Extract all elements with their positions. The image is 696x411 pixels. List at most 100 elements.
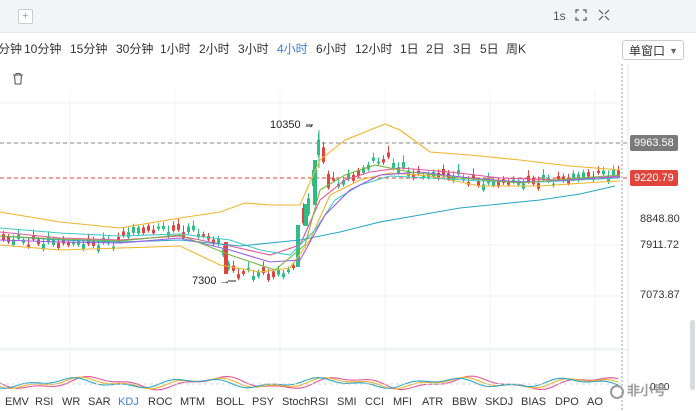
- candle-body: [402, 161, 405, 168]
- candle-body: [342, 180, 345, 185]
- candle-body: [247, 268, 250, 271]
- candle-body: [472, 174, 475, 179]
- candle-body: [232, 265, 235, 271]
- scrollbar[interactable]: [690, 320, 695, 390]
- indicator-tab[interactable]: KDJ: [118, 396, 139, 408]
- candle-body: [412, 173, 415, 179]
- indicator-tab[interactable]: SMI: [337, 396, 357, 408]
- indicator-tab[interactable]: EMV: [5, 396, 29, 408]
- candle-body: [282, 273, 285, 278]
- indicator-tab[interactable]: StochRSI: [282, 396, 329, 408]
- timeframe-tab[interactable]: 2日: [426, 42, 445, 56]
- indicator-tab[interactable]: AO: [587, 396, 603, 408]
- indicator-tab[interactable]: ATR: [422, 396, 444, 408]
- indicator-tab[interactable]: RSI: [35, 396, 54, 408]
- candle-body: [177, 224, 180, 230]
- indicator-tab[interactable]: SKDJ: [485, 396, 514, 408]
- timeframe-tab[interactable]: 30分钟: [116, 42, 154, 56]
- candle-body: [607, 177, 610, 183]
- candle-body: [182, 232, 185, 239]
- timeframe-tab[interactable]: 5日: [480, 42, 499, 56]
- candle-body: [372, 157, 375, 161]
- timeframe-tab[interactable]: 6小时: [316, 42, 347, 56]
- bollinger-upper: [0, 123, 621, 229]
- timeframe-tab[interactable]: 10分钟: [24, 42, 62, 56]
- bollinger-lower: [0, 172, 621, 273]
- expand-icon[interactable]: [598, 9, 610, 24]
- interval-label[interactable]: 1s: [553, 9, 566, 23]
- indicator-tab[interactable]: DPO: [555, 396, 579, 408]
- add-tab-icon[interactable]: +: [18, 9, 33, 24]
- candle-body: [72, 241, 75, 245]
- candle-body: [237, 274, 240, 279]
- candle-body: [322, 147, 325, 163]
- candle-body: [387, 152, 390, 158]
- indicator-tab[interactable]: SAR: [88, 396, 111, 408]
- candle-body: [267, 274, 270, 281]
- timeframe-tab[interactable]: 15分钟: [70, 42, 108, 56]
- indicator-tab[interactable]: MFI: [393, 396, 412, 408]
- timeframe-tab[interactable]: 12小时: [355, 42, 393, 56]
- candle-body: [497, 181, 500, 187]
- candle-body: [482, 184, 485, 191]
- chevron-down-icon: ▼: [669, 46, 678, 56]
- timeframe-tab[interactable]: 2小时: [199, 42, 230, 56]
- candle-body: [507, 182, 510, 185]
- candle-body: [12, 239, 15, 245]
- candle-body: [377, 161, 380, 164]
- candle-body: [272, 271, 275, 278]
- candle-body: [287, 269, 290, 273]
- timeframe-tab[interactable]: 4小时: [277, 42, 308, 56]
- indicator-tab[interactable]: WR: [62, 396, 81, 408]
- candle-body: [212, 239, 215, 245]
- candle-body: [137, 227, 140, 234]
- indicator-tab[interactable]: BOLL: [216, 396, 245, 408]
- candle-body: [327, 174, 330, 188]
- candle-body: [224, 242, 228, 274]
- timeframe-tab[interactable]: 1小时: [160, 42, 191, 56]
- candle-body: [152, 229, 155, 234]
- candle-body: [362, 167, 365, 173]
- trash-icon[interactable]: [12, 72, 24, 90]
- candle-body: [67, 242, 70, 246]
- candle-body: [577, 174, 580, 181]
- timeframe-tab[interactable]: 3日: [453, 42, 472, 56]
- candle-body: [587, 172, 590, 177]
- indicator-tab[interactable]: PSY: [252, 396, 275, 408]
- timeframe-tab[interactable]: 分钟: [0, 42, 23, 56]
- timeframe-tab[interactable]: 3小时: [238, 42, 269, 56]
- candle-body: [597, 170, 600, 173]
- candle-body: [304, 204, 308, 226]
- timeframe-bar: 分钟 10分钟 15分钟 30分钟 1小时 2小时 3小时 4小时 6小时 12小时 1日 2日 3日 5…: [0, 32, 696, 64]
- top-tab-bar: +: [0, 0, 696, 33]
- price-axis-label: 7073.87: [640, 289, 680, 301]
- timeframe-tab[interactable]: 周K: [506, 42, 527, 56]
- indicator-tab[interactable]: BIAS: [521, 396, 547, 408]
- candle-body: [117, 236, 120, 240]
- candle-body: [27, 244, 30, 247]
- indicator-tab[interactable]: MTM: [180, 396, 206, 408]
- indicator-tab[interactable]: ROC: [148, 396, 173, 408]
- indicator-bar: EMV RSI WR SAR KDJ ROC MTM BOLL PSY StochRSI SMI CC…: [0, 396, 696, 411]
- candle-body: [332, 178, 335, 181]
- candle-body: [57, 242, 60, 248]
- ma-line-green: [0, 164, 621, 271]
- indicator-tab[interactable]: BBW: [452, 396, 478, 408]
- candle-body: [192, 225, 195, 231]
- candle-body: [307, 198, 310, 215]
- layout-select[interactable]: 单窗口 ▼: [622, 40, 684, 60]
- timeframe-tab[interactable]: 1日: [400, 42, 419, 56]
- candle-body: [432, 171, 435, 177]
- candle-body: [262, 267, 265, 273]
- candle-body: [162, 225, 165, 230]
- candle-body: [347, 173, 350, 180]
- fullscreen-icon[interactable]: [575, 9, 587, 24]
- candle-body: [187, 226, 190, 233]
- candle-body: [457, 170, 460, 175]
- candle-body: [217, 238, 220, 245]
- candle-body: [602, 170, 605, 175]
- layout-select-value: 单窗口: [629, 44, 666, 58]
- indicator-tab[interactable]: CCI: [365, 396, 384, 408]
- candle-body: [612, 169, 615, 176]
